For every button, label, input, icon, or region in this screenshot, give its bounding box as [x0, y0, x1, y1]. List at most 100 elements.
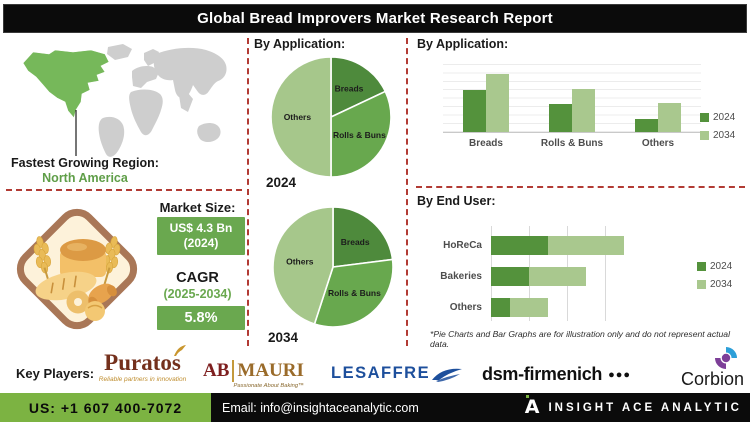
bread-illustration — [16, 208, 138, 330]
segment-2024-Others — [491, 298, 510, 317]
bar-2034-Rolls & Buns — [572, 89, 595, 132]
cagr-badge: 5.8% — [157, 306, 245, 330]
bar-category-label: Breads — [469, 138, 503, 149]
pie-year-2024: 2024 — [266, 175, 297, 190]
legend-label-2024: 2024 — [713, 112, 736, 123]
logo-dot-icon — [525, 395, 529, 398]
bar-2034-Others — [658, 103, 681, 132]
bagel-icon — [66, 290, 90, 314]
email-text: Email: info@insightaceanalytic.com — [222, 400, 419, 415]
stacked-category-label: Bakeries — [440, 271, 482, 282]
lesaffre-name: LESAFFRE — [331, 364, 431, 382]
corbion-swirl-icon — [715, 347, 737, 369]
legend-swatch-2034 — [700, 131, 709, 140]
segment-2024-Bakeries — [491, 267, 529, 286]
bun-icon — [85, 301, 105, 321]
puratos-name: Puratos — [104, 350, 181, 375]
wheat-right-icon — [101, 236, 121, 293]
unicorn-icon — [174, 345, 186, 356]
stacked-bar-HoReCa — [491, 236, 643, 255]
australia-shape — [197, 123, 221, 142]
pie-chart-2034: Breads Rolls & Buns Others — [272, 206, 394, 328]
asia-shape — [153, 47, 227, 99]
divider-vertical-right — [406, 38, 408, 346]
legend-item-2034: 2034 — [700, 130, 735, 141]
abmauri-bar-icon — [232, 360, 235, 382]
title-banner: Global Bread Improvers Market Research R… — [3, 4, 747, 33]
tin-loaf-icon — [60, 239, 106, 277]
pie-slice-Breads — [330, 56, 387, 119]
end-user-categories: HoReCa Bakeries Others — [410, 226, 482, 329]
dsm-dots-icon: ●●● — [608, 368, 632, 381]
stacked-bar-Others — [491, 298, 643, 317]
dsm-firmenich-name: dsm-firmenich — [482, 364, 603, 384]
pie-slice-label: Others — [286, 257, 314, 267]
fastest-region-value: North America — [42, 171, 128, 185]
legend-item-2034: 2034 — [697, 279, 732, 290]
legend-swatch-2024 — [700, 113, 709, 122]
application-bar-categories: Breads Rolls & Buns Others — [443, 138, 701, 149]
bar-2024-Rolls & Buns — [549, 104, 572, 132]
puratos-logo: Puratos Reliable partners in innovation — [95, 345, 190, 383]
swan-icon — [432, 368, 463, 382]
pie-chart-2024: Breads Rolls & Buns Others — [270, 56, 392, 178]
pie-slice-label: Rolls & Buns — [333, 130, 386, 140]
pie-slice-Others — [272, 206, 334, 326]
pie-slice-label: Rolls & Buns — [328, 288, 381, 298]
abmauri-mauri: MAURI — [237, 360, 304, 381]
divider-vertical-left — [247, 38, 249, 346]
puratos-tagline: Reliable partners in innovation — [98, 376, 187, 383]
pie-section-heading: By Application: — [254, 37, 346, 51]
pie-slice-Others — [270, 56, 332, 178]
segment-2034-Others — [510, 298, 548, 317]
lesaffre-logo: LESAFFRE — [331, 364, 464, 383]
corbion-name: Corbion — [680, 369, 744, 389]
europe-shape — [132, 66, 159, 88]
end-user-section-heading: By End User: — [417, 194, 496, 208]
market-size-value: US$ 4.3 Bn — [169, 221, 233, 235]
segment-2034-Bakeries — [529, 267, 586, 286]
corbion-logo: Corbion — [664, 346, 744, 388]
pie-slice-label: Breads — [341, 237, 370, 247]
market-size-year: (2024) — [183, 236, 219, 250]
stacked-bar-Bakeries — [491, 267, 643, 286]
bar-group-Others — [615, 64, 701, 132]
divider-horizontal-left — [6, 189, 242, 191]
insight-ace-logo-icon: A — [524, 395, 540, 418]
stacked-category-label: HoReCa — [443, 240, 482, 251]
bar-group-Rolls & Buns — [529, 64, 615, 132]
legend-swatch-2034 — [697, 280, 706, 289]
abmauri-name: AB MAURI — [203, 360, 304, 382]
greenland-shape — [107, 44, 132, 60]
africa-shape — [129, 89, 163, 136]
key-players-label: Key Players: — [16, 366, 95, 381]
legend-label-2024: 2024 — [710, 261, 733, 272]
pie-slice-Rolls & Buns — [313, 258, 394, 328]
bar-2024-Others — [635, 119, 658, 132]
abmauri-tagline: Passionate About Baking™ — [233, 383, 304, 389]
abmauri-logo: AB MAURI Passionate About Baking™ — [203, 360, 304, 389]
pie-slice-Breads — [332, 206, 394, 268]
application-bar-legend: 2024 2034 — [700, 112, 735, 141]
world-map — [22, 44, 227, 157]
fastest-region-label: Fastest Growing Region: — [11, 156, 159, 170]
divider-horizontal-right — [416, 186, 745, 188]
footer-bar: US: +1 607 400-7072 Email: info@insighta… — [0, 393, 750, 422]
dsm-firmenich-logo: dsm-firmenich ●●● — [482, 364, 631, 385]
segment-2024-HoReCa — [491, 236, 548, 255]
end-user-bar-chart — [491, 226, 643, 321]
legend-item-2024: 2024 — [697, 261, 732, 272]
north-america-shape — [22, 49, 110, 119]
south-america-shape — [98, 116, 125, 157]
legend-swatch-2024 — [697, 262, 706, 271]
bar-category-label: Others — [641, 138, 675, 149]
abmauri-ab: AB — [203, 360, 230, 381]
report-title: Global Bread Improvers Market Research R… — [197, 10, 553, 27]
bar-section-heading: By Application: — [417, 37, 509, 51]
india-shape — [179, 93, 193, 112]
pie-slice-Rolls & Buns — [330, 90, 392, 178]
pie-year-2034: 2034 — [268, 330, 299, 345]
stacked-category-label: Others — [449, 302, 482, 313]
insight-ace-name: INSIGHT ACE ANALYTIC — [548, 401, 742, 414]
